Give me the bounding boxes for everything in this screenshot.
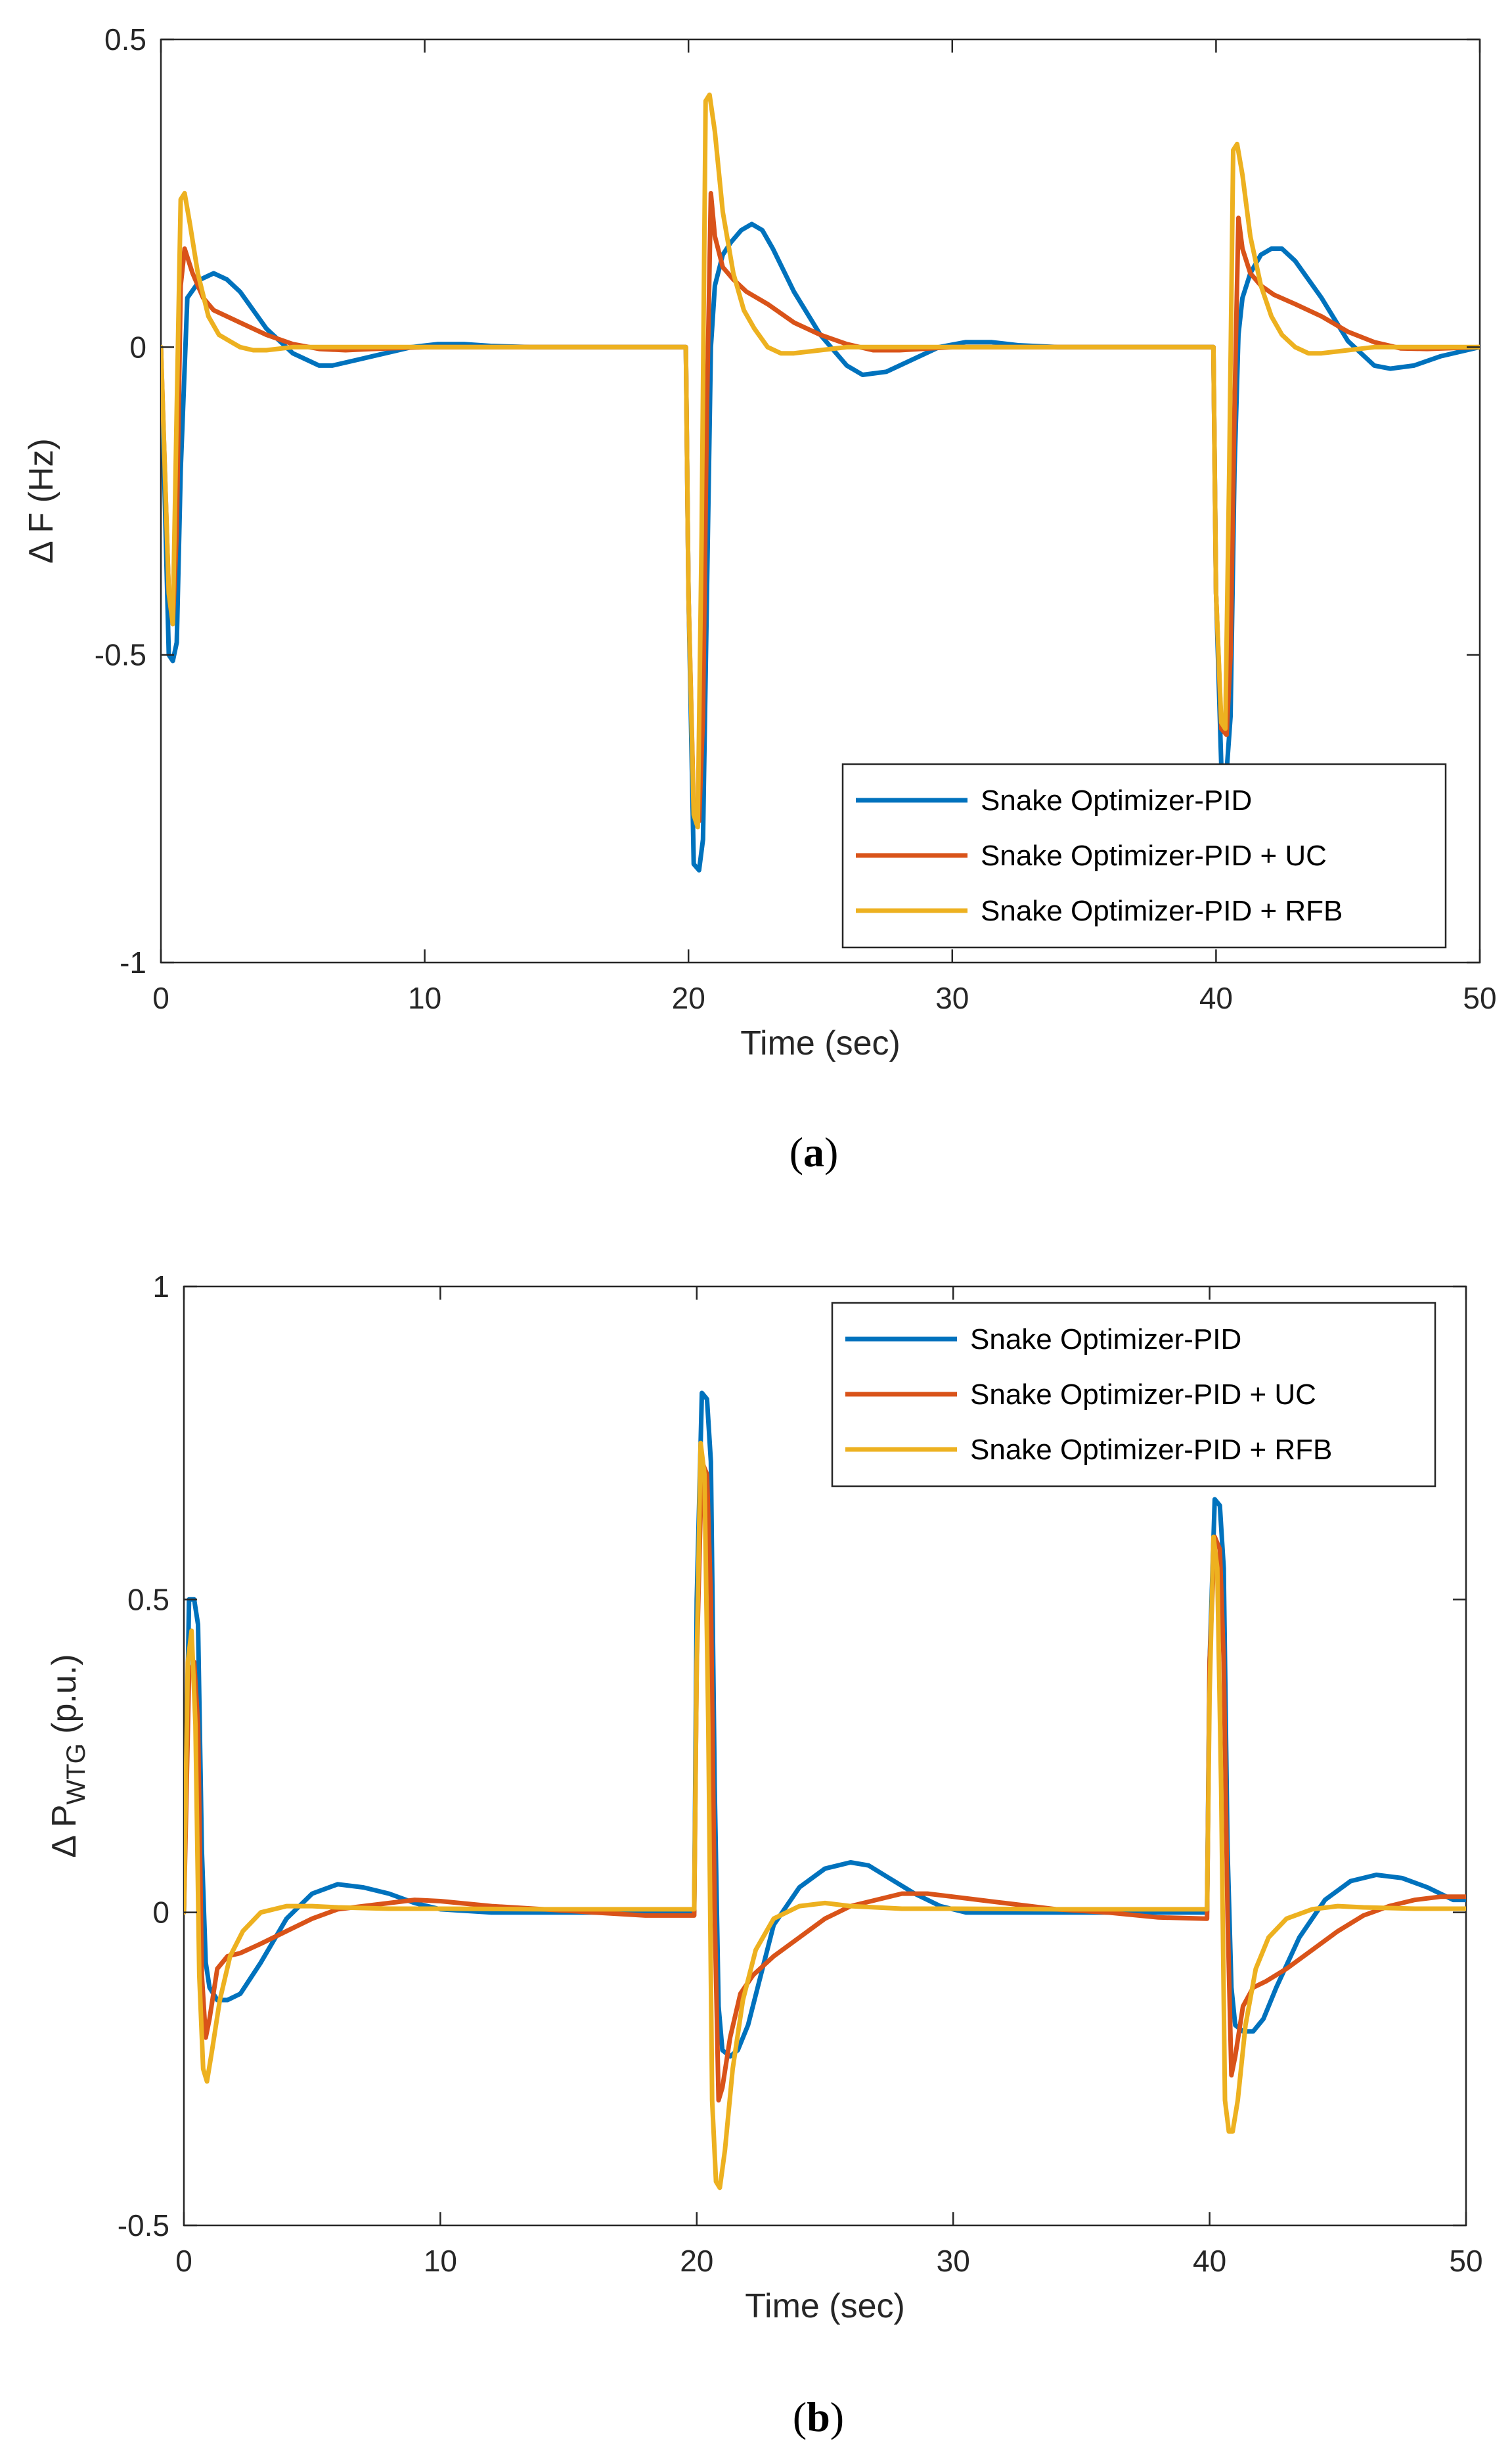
x-tick-label: 20 [672,981,705,1015]
x-tick-label: 40 [1199,981,1233,1015]
legend-label-3: Snake Optimizer-PID + RFB [970,1434,1332,1466]
y-tick-label: 0 [129,330,146,364]
y-tick-label: 0.5 [127,1582,169,1616]
series-line-2 [184,1459,1466,2103]
x-tick-label: 20 [680,2244,713,2278]
legend-label-2: Snake Optimizer-PID + UC [970,1378,1316,1411]
x-tick-label: 40 [1193,2244,1226,2278]
y-tick-label: -1 [120,945,146,980]
panel-label: (b) [793,2394,844,2440]
panel-label-open: ( [793,2394,807,2440]
x-axis-label: Time (sec) [740,1024,901,1062]
y-axis-label-main: Δ P [45,1805,83,1858]
legend-label-1: Snake Optimizer-PID [981,785,1252,817]
x-tick-label: 50 [1449,2244,1482,2278]
y-axis-label-unit: (p.u.) [45,1654,83,1743]
x-tick-label: 10 [424,2244,457,2278]
panel-label-close: ) [824,1129,838,1175]
legend: Snake Optimizer-PID Snake Optimizer-PID +… [831,1302,1436,1488]
legend-box [841,763,1447,949]
legend: Snake Optimizer-PID Snake Optimizer-PID +… [841,763,1447,949]
chart-panel-a: 0 10 20 30 40 50 -1 -0.5 0 0.5 Time (sec) Δ F (Hz) S… [22,22,1497,1175]
x-tick-label: 10 [408,981,441,1015]
panel-label-close: ) [830,2394,844,2440]
x-tick-label: 0 [152,981,169,1015]
series-line-3 [184,1440,1466,2191]
y-axis-label: Δ F (Hz) [22,438,60,564]
x-tick-label: 30 [937,2244,970,2278]
y-tick-label: 0.5 [104,22,146,57]
x-axis-label: Time (sec) [745,2287,905,2325]
panel-label-letter: b [807,2394,830,2440]
panel-label: (a) [789,1129,839,1175]
y-tick-label: -0.5 [118,2208,169,2242]
y-tick-label: 0 [152,1896,169,1930]
y-tick-label: -0.5 [95,638,146,672]
series-line-2 [161,191,1480,824]
legend-label-1: Snake Optimizer-PID [970,1323,1241,1355]
panel-label-open: ( [789,1129,803,1175]
x-tick-label: 50 [1463,981,1496,1015]
panel-label-letter: a [803,1129,824,1175]
y-tick-label: 1 [152,1269,169,1304]
legend-label-3: Snake Optimizer-PID + RFB [981,895,1343,927]
y-axis-label-subscript: WTG [62,1743,91,1804]
x-tick-label: 0 [175,2244,192,2278]
series-line-3 [161,92,1480,830]
y-axis-label: Δ PWTG (p.u.) [45,1654,91,1857]
y-axis-label-main: Δ F (Hz) [22,438,60,564]
x-tick-label: 30 [935,981,969,1015]
legend-label-2: Snake Optimizer-PID + UC [981,840,1327,872]
